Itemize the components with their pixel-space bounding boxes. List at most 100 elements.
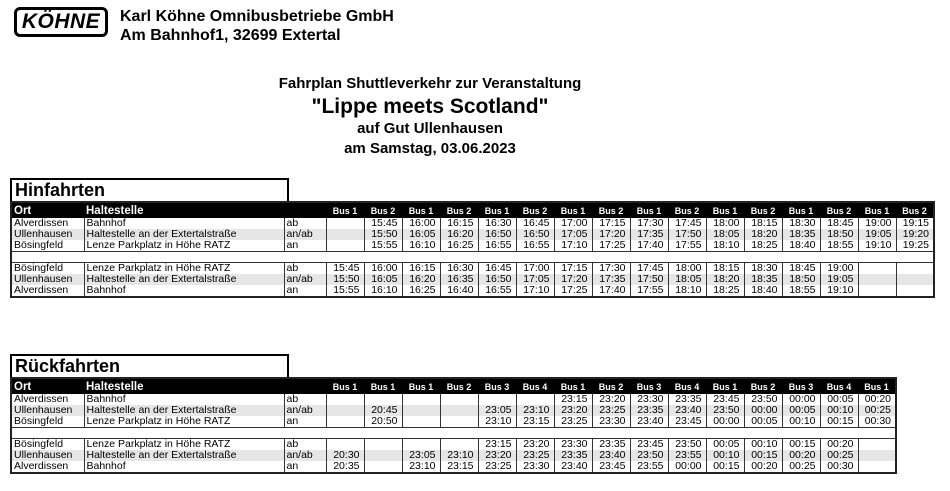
document-title: Fahrplan Shuttleverkehr zur Veranstaltun… <box>0 74 860 159</box>
table-row: Alverdissen Bahnhof an 20:35 23:10 23:15 23:25… <box>10 461 896 473</box>
cell-time: 19:15 <box>895 218 934 229</box>
cell-time: 19:05 <box>857 229 896 240</box>
event-location: auf Gut Ullenhausen <box>357 120 503 137</box>
cell-time: 17:25 <box>553 285 592 297</box>
cell-time: 18:05 <box>667 274 706 285</box>
cell-time: 20:35 <box>325 461 364 473</box>
cell-time: 17:10 <box>515 285 554 297</box>
column-header-bus: Bus 1 <box>402 378 440 394</box>
cell-time: 23:35 <box>667 394 706 405</box>
column-header-ort: Ort <box>11 202 84 218</box>
cell-time: 23:20 <box>591 394 630 405</box>
column-header-bus: Bus 1 <box>782 202 820 218</box>
cell-time: 18:00 <box>667 262 706 274</box>
cell-time: 16:00 <box>401 218 440 229</box>
cell-time: 15:50 <box>363 229 402 240</box>
cell-time: 18:30 <box>743 262 782 274</box>
company-info: Karl Köhne Omnibusbetriebe GmbH Am Bahnh… <box>120 7 394 45</box>
cell-haltestelle: Bahnhof <box>83 394 284 405</box>
cell-time: 23:20 <box>553 405 592 416</box>
column-header-bus: Bus 1 <box>554 202 592 218</box>
cell-time: 19:25 <box>895 240 934 252</box>
column-header-bus: Bus 2 <box>516 202 554 218</box>
section-title: Hinfahrten <box>10 178 289 201</box>
cell-time <box>325 416 364 428</box>
column-header-bus: Bus 2 <box>364 202 402 218</box>
cell-direction: ab <box>283 218 326 229</box>
cell-time: 00:15 <box>819 416 858 428</box>
cell-time <box>439 438 478 450</box>
cell-time: 00:10 <box>743 438 782 450</box>
column-header-bus: Bus 1 <box>364 378 402 394</box>
cell-haltestelle: Bahnhof <box>83 461 284 473</box>
cell-ort: Alverdissen <box>10 394 84 405</box>
cell-time <box>515 394 554 405</box>
koehne-logo: KÖHNE <box>14 7 108 37</box>
title-line-1: Fahrplan Shuttleverkehr zur Veranstaltun… <box>278 75 582 92</box>
column-header-bus: Bus 1 <box>630 202 668 218</box>
cell-time: 23:40 <box>553 461 592 473</box>
cell-time: 23:35 <box>591 438 630 450</box>
cell-haltestelle: Bahnhof <box>83 285 284 297</box>
cell-time: 16:10 <box>363 285 402 297</box>
cell-time <box>363 394 402 405</box>
cell-time: 17:35 <box>629 229 668 240</box>
cell-time <box>401 405 440 416</box>
table-row: Alverdissen Bahnhof ab 15:45 16:00 16:15 16:30… <box>10 218 934 229</box>
cell-time: 23:50 <box>743 394 782 405</box>
cell-haltestelle: Haltestelle an der Extertalstraße <box>83 274 284 285</box>
column-header-bus: Bus 1 <box>554 378 592 394</box>
cell-time: 16:50 <box>477 229 516 240</box>
cell-time: 19:00 <box>857 218 896 229</box>
cell-time: 17:50 <box>667 229 706 240</box>
column-header-bus: Bus 4 <box>820 378 858 394</box>
cell-time: 00:00 <box>743 405 782 416</box>
cell-time: 23:45 <box>667 416 706 428</box>
cell-haltestelle: Haltestelle an der Extertalstraße <box>83 229 284 240</box>
cell-time: 17:45 <box>629 262 668 274</box>
cell-time: 00:05 <box>743 416 782 428</box>
table-row: Ullenhausen Haltestelle an der Extertalst… <box>10 274 934 285</box>
cell-direction: an <box>283 416 326 428</box>
cell-time <box>857 274 896 285</box>
cell-time: 18:15 <box>743 218 782 229</box>
cell-time <box>439 394 478 405</box>
cell-time: 23:15 <box>477 438 516 450</box>
column-header-haltestelle: Haltestelle <box>84 378 284 394</box>
cell-time: 17:05 <box>553 229 592 240</box>
column-header-bus: Bus 3 <box>630 378 668 394</box>
cell-time: 23:05 <box>401 450 440 461</box>
cell-time: 00:30 <box>857 416 896 428</box>
column-header-bus: Bus 2 <box>668 202 706 218</box>
column-header-bus: Bus 4 <box>668 378 706 394</box>
cell-time: 16:05 <box>363 274 402 285</box>
cell-time: 19:05 <box>819 274 858 285</box>
cell-direction: an/ab <box>283 405 326 416</box>
cell-time: 23:05 <box>477 405 516 416</box>
cell-time: 17:00 <box>553 218 592 229</box>
column-header-bus: Bus 4 <box>516 378 554 394</box>
cell-time <box>857 450 896 461</box>
cell-time: 23:10 <box>477 416 516 428</box>
cell-time: 23:10 <box>515 405 554 416</box>
cell-time: 00:15 <box>781 438 820 450</box>
column-header-bus: Bus 2 <box>744 202 782 218</box>
cell-time <box>401 416 440 428</box>
cell-time <box>325 229 364 240</box>
cell-time: 00:20 <box>743 461 782 473</box>
cell-time <box>895 262 934 274</box>
cell-time: 00:10 <box>819 405 858 416</box>
cell-time: 16:30 <box>477 218 516 229</box>
cell-time: 15:55 <box>325 285 364 297</box>
table-row: Ullenhausen Haltestelle an der Extertalst… <box>10 450 896 461</box>
cell-time: 17:55 <box>629 285 668 297</box>
table-row: Ullenhausen Haltestelle an der Extertalst… <box>10 405 896 416</box>
cell-time: 23:35 <box>553 450 592 461</box>
cell-time <box>363 450 402 461</box>
cell-time: 16:25 <box>401 285 440 297</box>
cell-time: 16:15 <box>439 218 478 229</box>
cell-haltestelle: Bahnhof <box>83 218 284 229</box>
cell-time: 00:00 <box>705 416 744 428</box>
cell-time: 18:45 <box>819 218 858 229</box>
table-row: Alverdissen Bahnhof an 15:55 16:10 16:25 16:40… <box>10 285 934 297</box>
